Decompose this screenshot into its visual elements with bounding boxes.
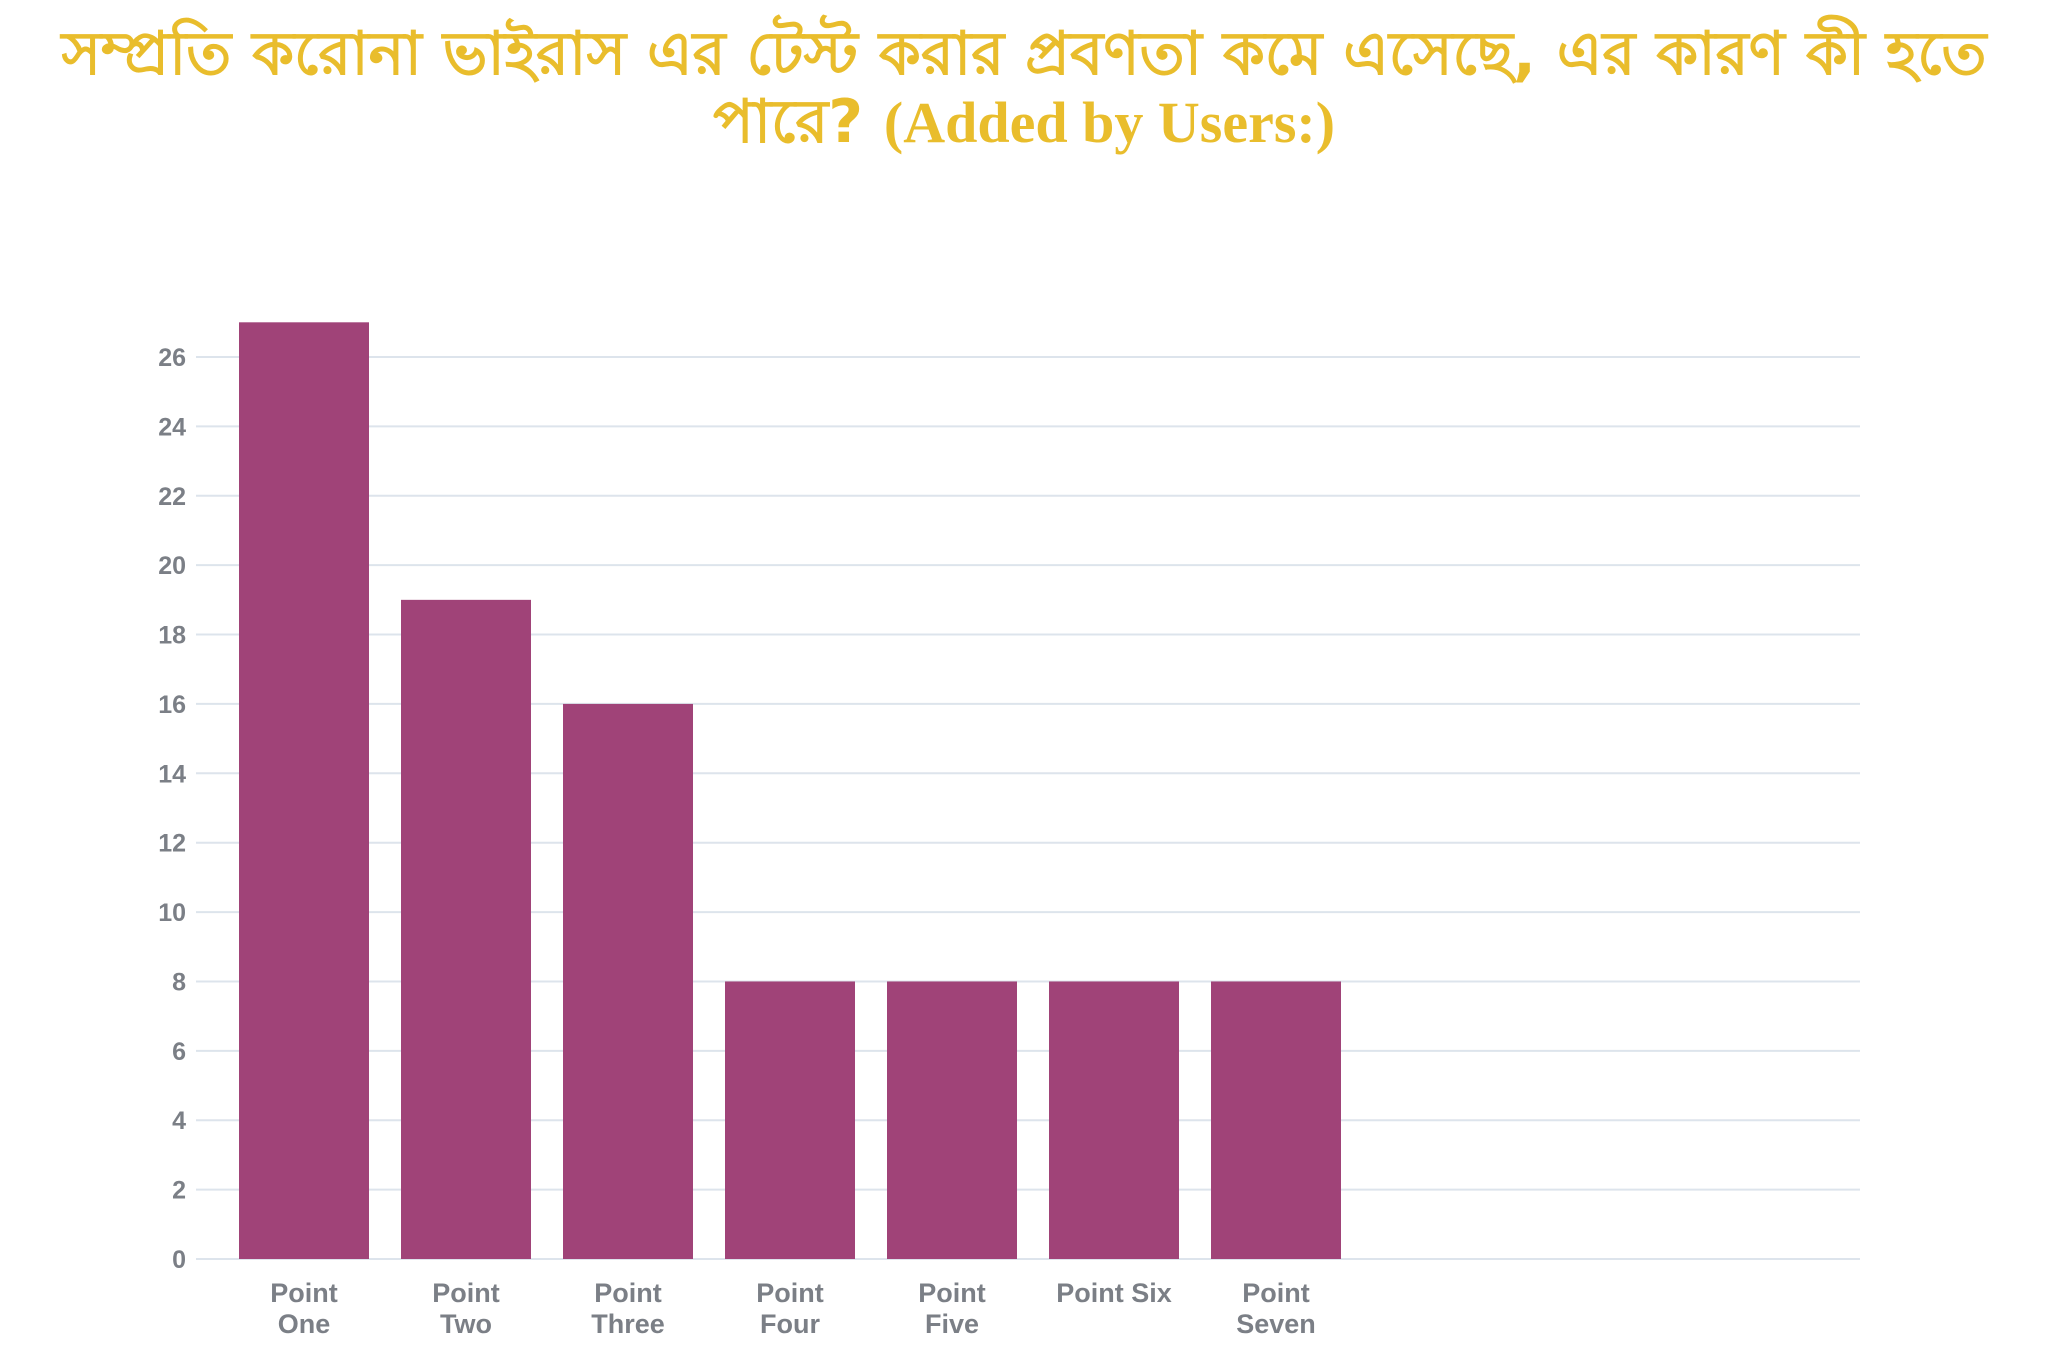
y-tick-label: 20 <box>158 552 186 580</box>
x-tick-label: Point Six <box>1056 1278 1172 1308</box>
bar <box>563 703 693 1259</box>
bar <box>1049 981 1179 1259</box>
y-tick-label: 0 <box>172 1246 186 1274</box>
chart-title-text: সম্প্রতি করোনা ভাইরাস এর টেস্ট করার প্রব… <box>61 19 1987 157</box>
x-tick-label: Point One <box>270 1278 338 1339</box>
y-tick-label: 2 <box>172 1177 186 1205</box>
y-tick-label: 16 <box>158 691 186 719</box>
bar <box>1211 981 1341 1259</box>
y-tick-label: 26 <box>158 344 186 372</box>
chart-title-suffix: (Added by Users:) <box>883 90 1336 155</box>
x-tick-label: Point Four <box>756 1278 824 1339</box>
x-tick-label: Point Two <box>432 1278 500 1339</box>
y-tick-label: 4 <box>172 1107 186 1135</box>
x-tick-label: Point Three <box>591 1278 665 1339</box>
y-tick-label: 6 <box>172 1038 186 1066</box>
x-tick-label: Point Seven <box>1236 1278 1316 1339</box>
x-axis: Point One Point Two Point Three Point Four Point… <box>270 1278 1316 1339</box>
y-tick-label: 8 <box>172 968 186 996</box>
y-tick-label: 24 <box>158 413 186 441</box>
chart-title: সম্প্রতি করোনা ভাইরাস এর টেস্ট করার প্রব… <box>0 20 2048 157</box>
y-tick-label: 10 <box>158 899 186 927</box>
bar <box>725 981 855 1259</box>
bar <box>239 322 369 1259</box>
x-tick-label: Point Five <box>918 1278 986 1339</box>
y-tick-label: 12 <box>158 830 186 858</box>
y-tick-label: 14 <box>158 760 186 788</box>
y-tick-label: 22 <box>158 483 186 511</box>
bar <box>401 599 531 1259</box>
bars <box>239 322 1341 1259</box>
y-tick-label: 18 <box>158 622 186 650</box>
bar <box>887 981 1017 1259</box>
